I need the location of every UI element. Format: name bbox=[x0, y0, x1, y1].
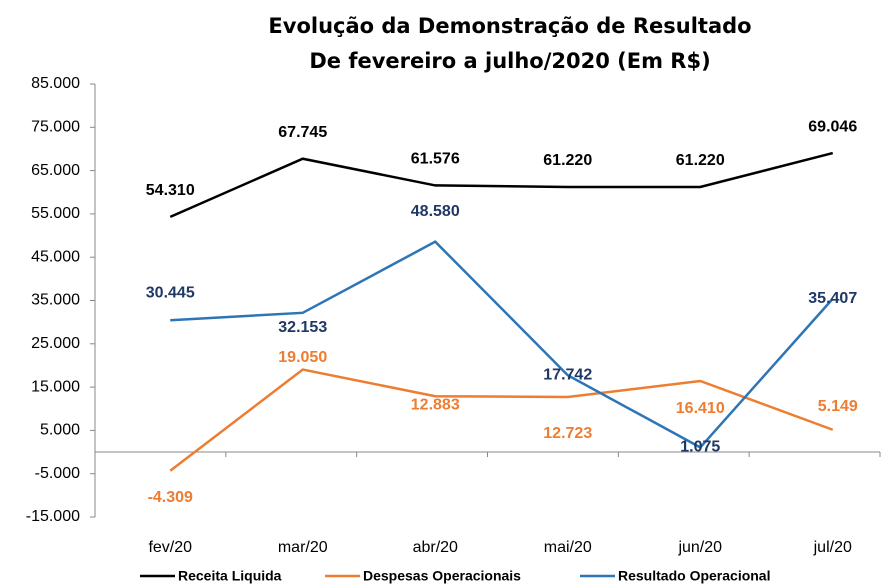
line-series bbox=[169, 368, 834, 472]
y-tick-label: 45.000 bbox=[31, 248, 80, 265]
x-tick-label: jul/20 bbox=[813, 539, 852, 556]
data-label: 61.576 bbox=[411, 151, 460, 168]
data-label: 12.883 bbox=[411, 396, 460, 413]
y-tick-label: 5.000 bbox=[40, 422, 80, 439]
data-label: 61.220 bbox=[676, 152, 725, 169]
x-tick-label: jun/20 bbox=[677, 539, 722, 556]
data-label: 48.580 bbox=[411, 203, 460, 220]
data-label: 1.075 bbox=[680, 439, 720, 456]
data-label: 54.310 bbox=[146, 182, 195, 199]
y-tick-label: 55.000 bbox=[31, 205, 80, 222]
line-series bbox=[170, 240, 834, 449]
data-label: 35.407 bbox=[808, 290, 857, 307]
x-tick-label: abr/20 bbox=[413, 539, 458, 556]
y-tick-label: 25.000 bbox=[31, 335, 80, 352]
y-tick-label: 15.000 bbox=[31, 378, 80, 395]
x-tick-label: mai/20 bbox=[544, 539, 592, 556]
y-tick-label: -15.000 bbox=[26, 508, 80, 525]
data-label: 5.149 bbox=[818, 398, 858, 415]
y-tick-label: 75.000 bbox=[31, 119, 80, 136]
chart-subtitle: De fevereiro a julho/2020 (Em R$) bbox=[309, 49, 710, 73]
data-label: 17.742 bbox=[543, 366, 592, 383]
y-tick-label: 65.000 bbox=[31, 162, 80, 179]
chart-title: Evolução da Demonstração de Resultado bbox=[268, 14, 751, 38]
data-label: 30.445 bbox=[146, 284, 195, 301]
data-label: 67.745 bbox=[278, 124, 327, 141]
data-label: 61.220 bbox=[543, 152, 592, 169]
legend-label: Resultado Operacional bbox=[618, 568, 770, 584]
data-label: 12.723 bbox=[543, 425, 592, 442]
y-tick-label: 35.000 bbox=[31, 292, 80, 309]
legend-label: Despesas Operacionais bbox=[363, 568, 521, 584]
y-tick-label: -5.000 bbox=[35, 465, 80, 482]
y-tick-label: 85.000 bbox=[31, 75, 80, 92]
data-label: 16.410 bbox=[676, 400, 725, 417]
data-label: 19.050 bbox=[278, 349, 327, 366]
x-tick-label: mar/20 bbox=[278, 539, 328, 556]
line-series bbox=[169, 151, 834, 219]
data-label: 32.153 bbox=[278, 319, 327, 336]
data-label: -4.309 bbox=[148, 489, 193, 506]
x-tick-label: fev/20 bbox=[148, 539, 192, 556]
legend-label: Receita Liquida bbox=[178, 568, 282, 584]
data-label: 69.046 bbox=[808, 118, 857, 135]
